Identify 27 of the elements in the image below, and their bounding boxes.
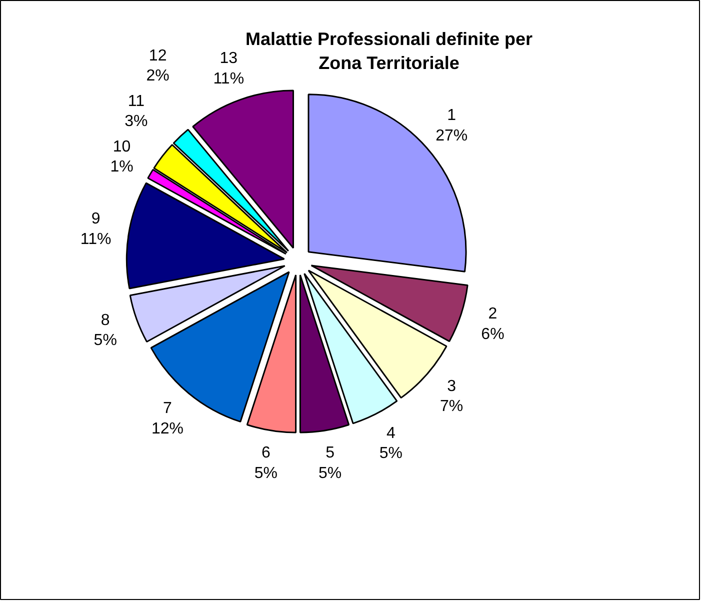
slice-label: 1 <box>447 107 456 124</box>
data-label: 5% <box>379 445 403 462</box>
data-label: 12% <box>151 420 184 438</box>
slice-label: 2 <box>488 306 498 323</box>
slice-label: 4 <box>386 424 396 442</box>
slice-label: 10 <box>112 138 131 156</box>
slice-label: 13 <box>220 50 238 67</box>
data-label: 1% <box>110 158 134 176</box>
slice-label: 3 <box>447 378 456 395</box>
data-label: 27% <box>436 127 468 144</box>
data-label: 5% <box>94 332 117 350</box>
slice-label: 8 <box>100 312 110 329</box>
slice-label: 5 <box>326 444 335 462</box>
data-label: 5% <box>254 464 278 482</box>
slice-label: 6 <box>262 444 271 462</box>
data-label: 2% <box>146 68 170 85</box>
data-label: 3% <box>124 113 148 130</box>
data-label: 5% <box>318 464 342 482</box>
slice-label: 7 <box>163 400 172 418</box>
slice-label: 11 <box>128 92 145 110</box>
data-label: 11% <box>213 70 244 88</box>
data-label: 6% <box>481 326 504 344</box>
data-label: 7% <box>440 398 464 416</box>
chart-title: Malattie Professionali definite per Zona Territoriale <box>245 29 533 74</box>
data-label: 11% <box>80 230 112 248</box>
slice-label: 12 <box>148 47 167 64</box>
slice-label: 9 <box>91 210 100 228</box>
